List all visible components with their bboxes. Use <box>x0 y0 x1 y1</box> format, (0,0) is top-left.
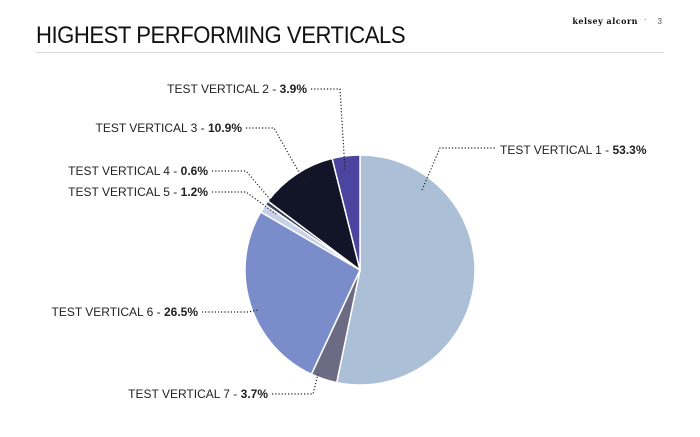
leader-line-3 <box>202 309 259 313</box>
page-number: 3 <box>657 17 662 26</box>
slice-label-name: TEST VERTICAL 1 - <box>500 143 612 157</box>
slice-label-name: TEST VERTICAL 3 - <box>95 121 207 135</box>
slice-label-name: TEST VERTICAL 7 - <box>128 387 240 401</box>
slice-label-value: 53.3% <box>612 143 646 157</box>
slice-label-name: TEST VERTICAL 2 - <box>167 82 279 96</box>
leader-line-2 <box>272 373 319 395</box>
slice-label-3: TEST VERTICAL 6 - 26.5% <box>51 305 198 319</box>
slice-label-value: 3.7% <box>241 387 269 401</box>
leader-line-7 <box>311 88 346 171</box>
pie-slice-1 <box>335 154 476 386</box>
leader-lines <box>202 88 496 395</box>
pie-slice-6 <box>266 157 362 272</box>
header-separator: · <box>643 14 647 25</box>
pie-slice-3 <box>244 210 361 376</box>
slice-label-2: TEST VERTICAL 7 - 3.7% <box>128 387 268 401</box>
slice-label-6: TEST VERTICAL 3 - 10.9% <box>95 121 242 135</box>
slice-label-name: TEST VERTICAL 4 - <box>68 164 180 178</box>
slice-label-5: TEST VERTICAL 4 - 0.6% <box>68 164 208 178</box>
slice-label-value: 10.9% <box>208 121 242 135</box>
slice-label-name: TEST VERTICAL 5 - <box>68 185 180 199</box>
title-divider <box>36 52 664 53</box>
slice-label-value: 3.9% <box>280 82 308 96</box>
leader-line-5 <box>212 170 276 206</box>
slice-label-name: TEST VERTICAL 6 - <box>51 305 163 319</box>
brand-logo: kelsey alcorn <box>572 16 638 26</box>
slice-label-1: TEST VERTICAL 1 - 53.3% <box>500 143 647 157</box>
pie-slices <box>244 154 476 386</box>
leader-line-1 <box>421 147 496 191</box>
slice-label-4: TEST VERTICAL 5 - 1.2% <box>68 185 208 199</box>
slice-labels: TEST VERTICAL 1 - 53.3% TEST VERTICAL 7 -… <box>51 82 646 401</box>
slice-label-value: 26.5% <box>164 305 198 319</box>
slice-label-7: TEST VERTICAL 2 - 3.9% <box>167 82 307 96</box>
pie-slice-7 <box>331 154 361 271</box>
slice-label-value: 0.6% <box>181 164 209 178</box>
slice-label-value: 1.2% <box>181 185 209 199</box>
page-title: HIGHEST PERFORMING VERTICALS <box>36 22 406 49</box>
